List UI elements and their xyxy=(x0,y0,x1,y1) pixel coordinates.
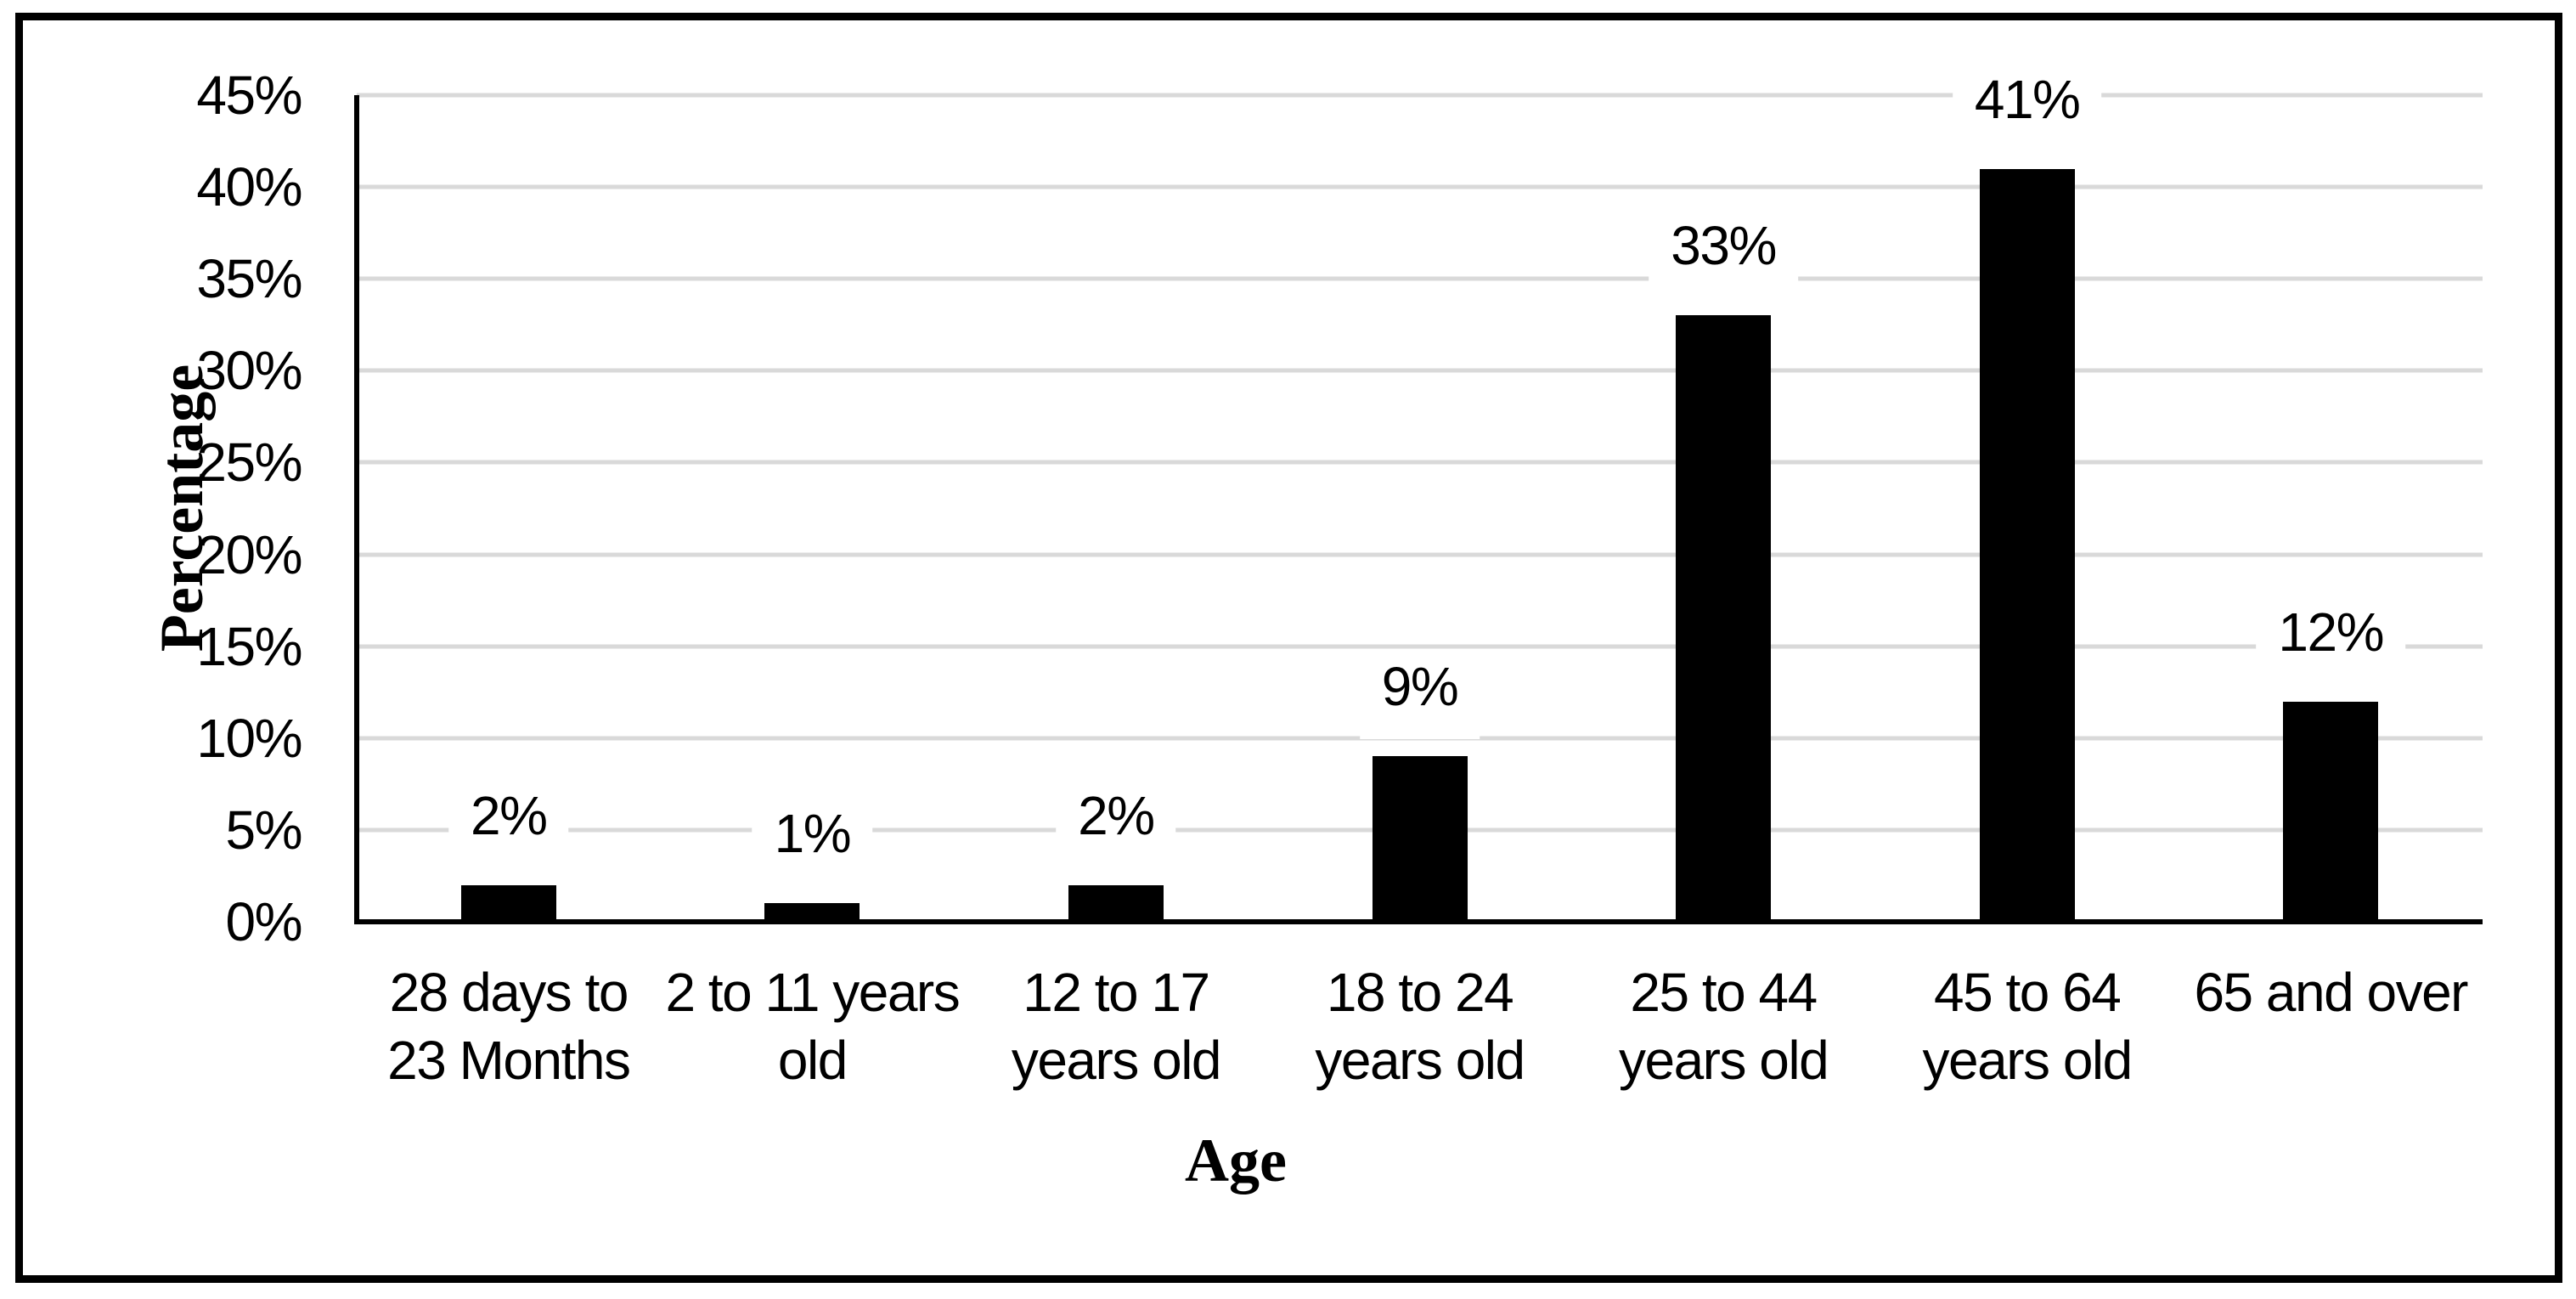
bar-data-label: 9% xyxy=(1359,654,1480,740)
x-axis-category-line: 2 to 11 years xyxy=(665,962,960,1023)
bar-25-to-44-years-old xyxy=(1676,315,1772,922)
x-axis-category-line: 28 days to xyxy=(389,962,629,1023)
x-axis-category-label: 12 to 17 years old xyxy=(1011,958,1222,1094)
bar-12-to-17-years-old xyxy=(1068,884,1164,922)
x-axis-line xyxy=(354,919,2483,924)
x-axis-category-line: 65 and over xyxy=(2194,962,2468,1023)
x-axis-category-line: years old xyxy=(1315,1030,1525,1091)
bar-data-label: 41% xyxy=(1952,66,2102,152)
x-axis-category-line: years old xyxy=(1618,1030,1829,1091)
x-axis-category-line: 23 Months xyxy=(387,1030,631,1091)
x-axis-category-line: old xyxy=(777,1030,848,1091)
y-axis-tick-label: 25% xyxy=(196,432,302,494)
plot-area: 2% 1% 2% 9% 33% 41% 12% xyxy=(357,66,2483,922)
y-axis-line xyxy=(354,95,359,924)
x-axis-category-line: years old xyxy=(1922,1030,2134,1091)
bar-data-label: 12% xyxy=(2256,599,2405,685)
gridline xyxy=(357,552,2483,557)
x-axis-category-label: 65 and over xyxy=(2194,958,2468,1026)
bar-data-label: 2% xyxy=(448,782,569,868)
bar-data-label: 2% xyxy=(1056,782,1176,868)
x-axis-category-label: 2 to 11 years old xyxy=(665,958,960,1094)
y-axis-tick-label: 0% xyxy=(225,891,303,952)
y-axis-tick-label: 30% xyxy=(196,340,302,402)
x-axis-category-label: 18 to 24 years old xyxy=(1315,958,1525,1094)
y-axis-tick-label: 35% xyxy=(196,248,302,310)
x-axis-category-line: 25 to 44 xyxy=(1630,962,1818,1023)
bar-2-to-11-years-old xyxy=(764,903,860,922)
y-axis-tick-label: 45% xyxy=(196,65,302,126)
gridline xyxy=(357,184,2483,189)
x-axis-category-line: 12 to 17 xyxy=(1023,962,1210,1023)
gridline xyxy=(357,93,2483,98)
bar-data-label: 1% xyxy=(752,801,873,887)
y-axis-tick-label: 40% xyxy=(196,156,302,218)
y-axis-title: Percentage xyxy=(148,364,216,652)
bar-45-to-64-years-old xyxy=(1979,168,2075,922)
bar-28-days-to-23-months xyxy=(460,884,556,922)
x-axis-category-label: 25 to 44 years old xyxy=(1618,958,1829,1094)
gridline xyxy=(357,460,2483,465)
x-axis-category-label: 28 days to 23 Months xyxy=(387,958,631,1094)
bar-data-label: 33% xyxy=(1649,213,1798,299)
gridline xyxy=(357,276,2483,281)
x-axis-category-line: years old xyxy=(1011,1030,1222,1091)
x-axis-category-line: 45 to 64 xyxy=(1933,962,2122,1023)
x-axis-category-label: 45 to 64 years old xyxy=(1922,958,2134,1094)
bar-65-and-over xyxy=(2283,701,2379,922)
gridline xyxy=(357,368,2483,373)
y-axis-tick-label: 20% xyxy=(196,523,302,585)
y-axis-tick-label: 10% xyxy=(196,707,302,769)
gridline xyxy=(357,644,2483,649)
bar-18-to-24-years-old xyxy=(1372,756,1468,922)
x-axis-category-line: 18 to 24 xyxy=(1326,962,1514,1023)
y-axis-tick-label: 5% xyxy=(225,799,303,861)
x-axis-title: Age xyxy=(1185,1127,1287,1195)
y-axis-tick-label: 15% xyxy=(196,615,302,677)
